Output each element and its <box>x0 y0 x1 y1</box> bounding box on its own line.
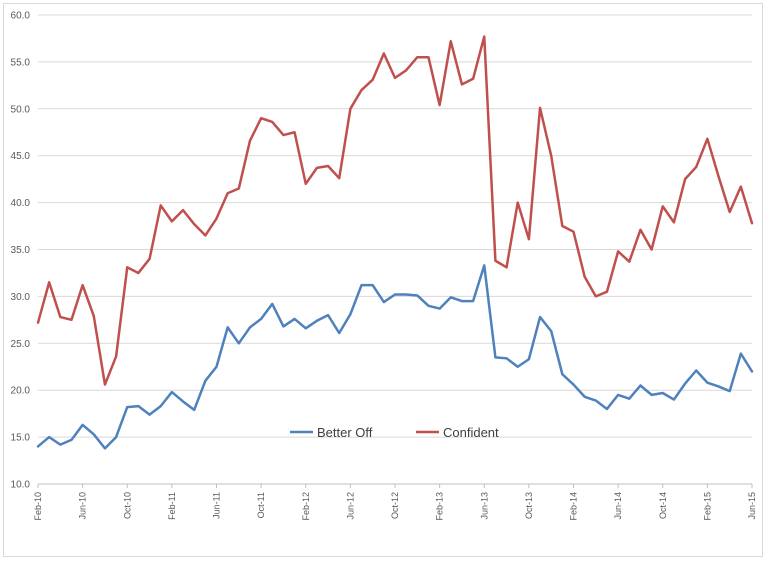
chart-frame <box>3 3 763 557</box>
y-tick-label: 25.0 <box>11 339 31 350</box>
y-tick-label: 45.0 <box>11 151 31 162</box>
y-tick-label: 35.0 <box>11 245 31 256</box>
x-tick-label: Oct-14 <box>658 492 668 519</box>
x-tick-label: Feb-12 <box>301 492 311 521</box>
x-tick-label: Feb-15 <box>702 492 712 521</box>
series-line-confident <box>36 35 754 386</box>
x-tick-label: Feb-13 <box>435 492 445 521</box>
y-tick-label: 50.0 <box>11 104 31 115</box>
legend: Better Off Confident <box>290 425 499 440</box>
gridlines <box>38 14 752 485</box>
y-tick-label: 40.0 <box>11 198 31 209</box>
y-tick-label: 10.0 <box>11 480 31 491</box>
y-tick-label: 55.0 <box>11 57 31 68</box>
x-tick-label: Feb-11 <box>167 492 177 520</box>
x-tick-label: Oct-11 <box>256 492 266 518</box>
x-tick-label: Feb-14 <box>569 492 579 521</box>
legend-label-better-off: Better Off <box>317 425 373 440</box>
x-tick-label: Jun-13 <box>479 492 489 520</box>
legend-label-confident: Confident <box>443 425 499 440</box>
x-axis-ticks: Feb-10 Jun-10 Oct-10 Feb-11 Jun-11 Oct-11 Feb-… <box>33 484 757 521</box>
x-tick-label: Jun-12 <box>345 492 355 520</box>
y-tick-label: 30.0 <box>11 292 31 303</box>
y-tick-label: 60.0 <box>11 11 31 22</box>
y-axis-ticks: 10.0 15.0 20.0 25.0 30.0 35.0 40.0 45.0 50.0 55.0… <box>11 11 31 491</box>
series-lines <box>36 35 754 450</box>
x-tick-label: Oct-10 <box>122 492 132 519</box>
series-line-better-off <box>36 264 754 450</box>
y-tick-label: 20.0 <box>11 386 31 397</box>
y-tick-label: 15.0 <box>11 433 31 444</box>
x-tick-label: Oct-12 <box>390 492 400 519</box>
x-tick-label: Jun-15 <box>747 492 757 520</box>
x-tick-label: Jun-10 <box>78 492 88 520</box>
x-tick-label: Oct-13 <box>524 492 534 519</box>
x-tick-label: Jun-14 <box>613 492 623 520</box>
x-tick-label: Feb-10 <box>33 492 43 521</box>
x-tick-label: Jun-11 <box>212 492 222 519</box>
